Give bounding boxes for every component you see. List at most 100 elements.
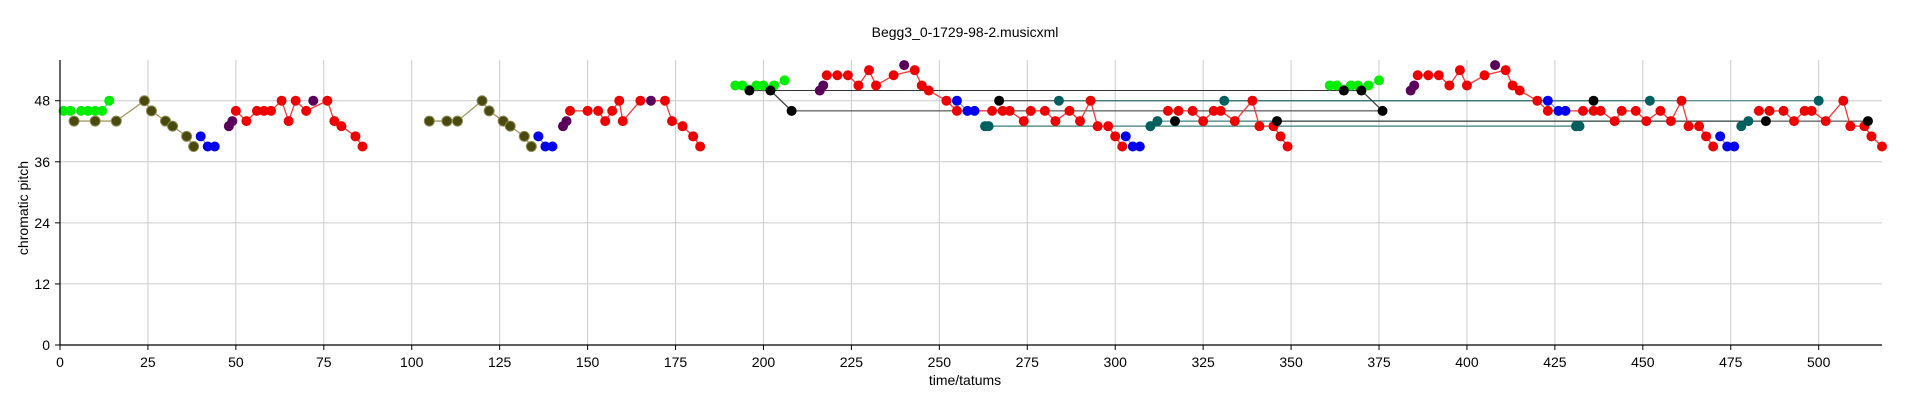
- x-tick-label: 475: [1719, 354, 1743, 370]
- y-tick-label: 0: [42, 337, 50, 353]
- red-note-point: [593, 105, 604, 116]
- teal-note-point: [1813, 95, 1824, 106]
- red-note-point: [1514, 85, 1525, 96]
- data-points: [58, 60, 1887, 153]
- red-note-point: [677, 121, 688, 132]
- green-note-point: [58, 105, 69, 116]
- red-note-point: [1630, 105, 1641, 116]
- red-note-point: [1764, 105, 1775, 116]
- y-tick-label: 12: [34, 276, 50, 292]
- red-note-point: [1683, 121, 1694, 132]
- x-tick-label: 250: [928, 354, 952, 370]
- black-note-point: [786, 105, 797, 116]
- green-note-point: [779, 75, 790, 86]
- red-note-point: [1187, 105, 1198, 116]
- olive-note-point: [145, 105, 157, 117]
- red-note-point: [916, 80, 927, 91]
- red-note-point: [1532, 95, 1543, 106]
- tick-labels: 0 25 50 75 100 125 150 175 200 225 250 275 300 325 350…: [34, 93, 1830, 370]
- olive-note-point: [167, 120, 179, 132]
- teal-note-point: [1053, 95, 1064, 106]
- x-tick-label: 175: [664, 354, 688, 370]
- x-tick-label: 300: [1104, 354, 1128, 370]
- teal-note-point: [1574, 121, 1585, 132]
- red-note-point: [1423, 70, 1434, 81]
- olive-note-point: [518, 130, 530, 142]
- red-note-point: [607, 105, 618, 116]
- red-note-point: [1806, 105, 1817, 116]
- red-note-point: [1588, 105, 1599, 116]
- red-note-point: [1454, 65, 1465, 76]
- green-note-point: [737, 80, 748, 91]
- red-note-point: [336, 121, 347, 132]
- x-tick-label: 125: [488, 354, 512, 370]
- chart-title: Begg3_0-1729-98-2.musicxml: [872, 24, 1059, 40]
- olive-note-point: [110, 115, 122, 127]
- teal-note-point: [1743, 116, 1754, 127]
- x-tick-label: 0: [56, 354, 64, 370]
- red-note-point: [1444, 80, 1455, 91]
- red-note-point: [1655, 105, 1666, 116]
- black-note-point: [1377, 105, 1388, 116]
- red-note-point: [350, 131, 361, 142]
- x-tick-label: 325: [1191, 354, 1215, 370]
- red-note-point: [1701, 131, 1712, 142]
- red-note-point: [1845, 121, 1856, 132]
- blue-note-point: [195, 131, 206, 142]
- red-note-point: [1609, 116, 1620, 127]
- x-tick-label: 350: [1279, 354, 1303, 370]
- red-note-point: [582, 105, 593, 116]
- red-note-point: [1173, 105, 1184, 116]
- blue-note-point: [202, 141, 213, 152]
- red-note-point: [617, 116, 628, 127]
- black-note-point: [744, 85, 755, 96]
- purple-note-point: [308, 95, 319, 106]
- red-note-point: [1665, 116, 1676, 127]
- red-note-point: [1092, 121, 1103, 132]
- green-note-point: [76, 105, 87, 116]
- olive-note-point: [504, 120, 516, 132]
- red-note-point: [1461, 80, 1472, 91]
- x-tick-label: 275: [1016, 354, 1040, 370]
- x-tick-label: 450: [1631, 354, 1655, 370]
- red-note-point: [1578, 105, 1589, 116]
- red-note-point: [1050, 116, 1061, 127]
- teal-note-point: [1736, 121, 1747, 132]
- x-tick-label: 100: [400, 354, 424, 370]
- red-note-point: [241, 116, 252, 127]
- teal-note-point: [1152, 116, 1163, 127]
- olive-note-point: [181, 130, 193, 142]
- blue-note-point: [1134, 141, 1145, 152]
- blue-note-point: [540, 141, 551, 152]
- black-note-point: [1862, 116, 1873, 127]
- red-note-point: [987, 105, 998, 116]
- red-note-point: [951, 105, 962, 116]
- red-note-point: [863, 65, 874, 76]
- x-tick-label: 500: [1807, 354, 1831, 370]
- x-tick-label: 375: [1367, 354, 1391, 370]
- red-note-point: [659, 95, 670, 106]
- red-note-point: [1838, 95, 1849, 106]
- olive-note-point: [138, 95, 150, 107]
- green-note-point: [1331, 80, 1342, 91]
- x-tick-label: 225: [840, 354, 864, 370]
- red-note-point: [909, 65, 920, 76]
- black-note-point: [1356, 85, 1367, 96]
- red-note-point: [1229, 116, 1240, 127]
- x-tick-label: 150: [576, 354, 600, 370]
- red-note-point: [1866, 131, 1877, 142]
- blue-note-point: [1729, 141, 1740, 152]
- red-note-point: [941, 95, 952, 106]
- black-note-point: [765, 85, 776, 96]
- purple-note-point: [818, 80, 829, 91]
- red-note-point: [1117, 141, 1128, 152]
- green-note-point: [1345, 80, 1356, 91]
- red-note-point: [1064, 105, 1075, 116]
- x-tick-label: 425: [1543, 354, 1567, 370]
- red-note-point: [600, 116, 611, 127]
- red-note-point: [1110, 131, 1121, 142]
- red-note-point: [1004, 105, 1015, 116]
- x-tick-label: 75: [316, 354, 332, 370]
- red-note-point: [1433, 70, 1444, 81]
- blue-note-point: [969, 105, 980, 116]
